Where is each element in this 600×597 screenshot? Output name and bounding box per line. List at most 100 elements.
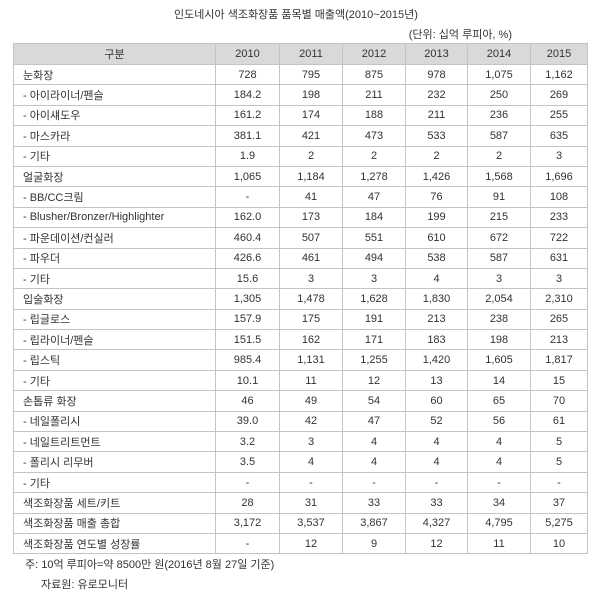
value-cell: 238 [467,308,531,331]
value-cell: - [405,471,468,494]
value-cell: 10.1 [215,369,280,392]
value-cell: 70 [530,390,588,412]
value-cell: - [530,471,588,494]
value-cell: 255 [530,104,588,127]
value-cell: 15.6 [215,267,280,290]
value-cell: 461 [279,247,343,269]
value-cell: 1,830 [405,288,468,310]
row-label: 색조화장품 세트/키트 [13,492,216,514]
value-cell: 54 [342,390,406,412]
value-cell: 157.9 [215,308,280,331]
value-cell: 1,162 [530,63,588,86]
value-cell: 233 [530,206,588,229]
value-cell: 198 [279,84,343,106]
table-title: 인도네시아 색조화장품 품목별 매출액(2010~2015년) [174,9,418,21]
value-cell: 5 [530,431,588,453]
value-cell: 4,795 [467,512,531,534]
row-label: - 립글로스 [13,308,216,331]
value-cell: 635 [530,125,588,147]
row-label: - 기타 [13,369,216,392]
value-cell: 33 [405,492,468,514]
value-cell: 65 [467,390,531,412]
row-label: - 파운데이션/컨실러 [13,227,216,249]
value-cell: 1,278 [342,165,406,188]
table-row: - 파우더 426.6 461 494 538 587 631 [13,247,588,269]
table-row: - 기타 10.1 11 12 13 14 15 [13,369,588,392]
table-row: - 기타 1.9 2 2 2 2 3 [13,145,588,167]
value-cell: 3 [467,267,531,290]
value-cell: 672 [467,227,531,249]
row-label: 입술화장 [13,288,216,310]
value-cell: 173 [279,206,343,229]
value-cell: 10 [530,532,588,555]
value-cell: 587 [467,125,531,147]
sales-table: 구분 2010 2011 2012 2013 2014 2015 눈화장 728 7… [13,43,588,555]
value-cell: - [215,532,280,555]
value-cell: 2 [467,145,531,167]
value-cell: 4 [279,451,343,473]
value-cell: 184 [342,206,406,229]
value-cell: 1,305 [215,288,280,310]
value-cell: 184.2 [215,84,280,106]
value-cell: 3 [530,145,588,167]
table-row: - 네일폴리시 39.0 42 47 52 56 61 [13,410,588,433]
table-row: 손톱류 화장 46 49 54 60 65 70 [13,390,588,412]
row-label: - 아이라이너/펜슬 [13,84,216,106]
value-cell: 213 [405,308,468,331]
value-cell: 1,065 [215,165,280,188]
table-row: 색조화장품 매출 총합 3,172 3,537 3,867 4,327 4,795 5,27… [13,512,588,534]
table-row: 얼굴화장 1,065 1,184 1,278 1,426 1,568 1,696 [13,165,588,188]
value-cell: 31 [279,492,343,514]
header-cell-year: 2011 [279,43,343,65]
row-label: - 파우더 [13,247,216,269]
value-cell: - [215,471,280,494]
row-label: - 아이섀도우 [13,104,216,127]
value-cell: 985.4 [215,349,280,371]
value-cell: 1,255 [342,349,406,371]
value-cell: 4 [342,451,406,473]
table-row: - 폴리시 리무버 3.5 4 4 4 4 5 [13,451,588,473]
value-cell: 198 [467,329,531,351]
table-row: 색조화장품 세트/키트 28 31 33 33 34 37 [13,492,588,514]
value-cell: 151.5 [215,329,280,351]
value-cell: 460.4 [215,227,280,249]
value-cell: 2 [405,145,468,167]
value-cell: 728 [215,63,280,86]
row-label: - 네일트리트먼트 [13,431,216,453]
value-cell: 426.6 [215,247,280,269]
value-cell: 33 [342,492,406,514]
value-cell: - [215,186,280,208]
source-note: 자료원: 유로모니터 [41,579,129,591]
value-cell: 46 [215,390,280,412]
value-cell: 875 [342,63,406,86]
row-label: - 기타 [13,145,216,167]
value-cell: 533 [405,125,468,147]
table-row: - 기타 15.6 3 3 4 3 3 [13,267,588,290]
header-cell-year: 2013 [405,43,468,65]
value-cell: 4 [467,431,531,453]
row-label: 색조화장품 연도별 성장률 [13,532,216,555]
value-cell: 37 [530,492,588,514]
table-row: 색조화장품 연도별 성장률 -12 9 12 11 10 [13,532,588,555]
value-cell: 1,696 [530,165,588,188]
row-label: 얼굴화장 [13,165,216,188]
value-cell: 4 [342,431,406,453]
value-cell: 183 [405,329,468,351]
value-cell: 1,817 [530,349,588,371]
value-cell: 236 [467,104,531,127]
value-cell: 2 [279,145,343,167]
value-cell: 162 [279,329,343,351]
value-cell: 12 [405,532,468,555]
value-cell: 250 [467,84,531,106]
table-row: - BB/CC크림 -41 47 76 91 108 [13,186,588,208]
value-cell: 551 [342,227,406,249]
value-cell: 76 [405,186,468,208]
header-cell-year: 2010 [215,43,280,65]
value-cell: 1,568 [467,165,531,188]
value-cell: 2,310 [530,288,588,310]
value-cell: 215 [467,206,531,229]
value-cell: 4,327 [405,512,468,534]
value-cell: - [467,471,531,494]
value-cell: 12 [279,532,343,555]
value-cell: 421 [279,125,343,147]
